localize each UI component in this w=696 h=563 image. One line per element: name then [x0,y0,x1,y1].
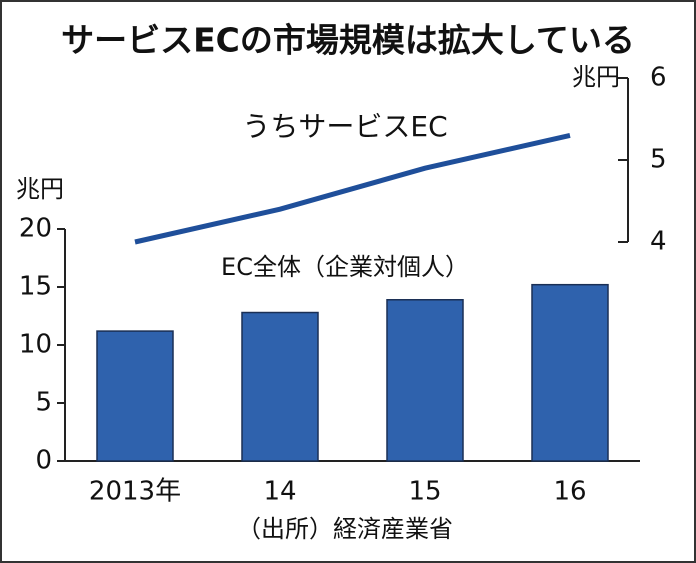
bar [96,330,174,462]
y-tick-label: 5 [35,388,52,418]
y2-tick-label: 6 [650,63,667,93]
bar [386,299,464,462]
y2-unit: 兆円 [572,63,620,91]
series-label: うちサービスEC [242,110,447,143]
bar [241,311,319,462]
y-tick-label: 10 [19,330,52,360]
line [134,132,571,245]
x-tick-label: 16 [553,477,586,507]
x-tick-label: 14 [263,477,296,507]
x-tick-label: 15 [408,477,441,507]
x-tick-label: 2013年 [89,477,181,507]
source: （出所）経済産業省 [237,515,453,543]
bar [531,283,609,462]
y-tick-label: 20 [19,214,52,244]
y-tick-label: 15 [19,272,52,302]
y2-tick-label: 5 [650,145,667,175]
y-tick-label: 0 [35,446,52,476]
chart-title: サービスECの市場規模は拡大している [61,21,635,60]
y2-tick-label: 4 [650,227,667,257]
series-label: EC全体（企業対個人） [221,253,469,281]
y-unit: 兆円 [16,175,64,203]
